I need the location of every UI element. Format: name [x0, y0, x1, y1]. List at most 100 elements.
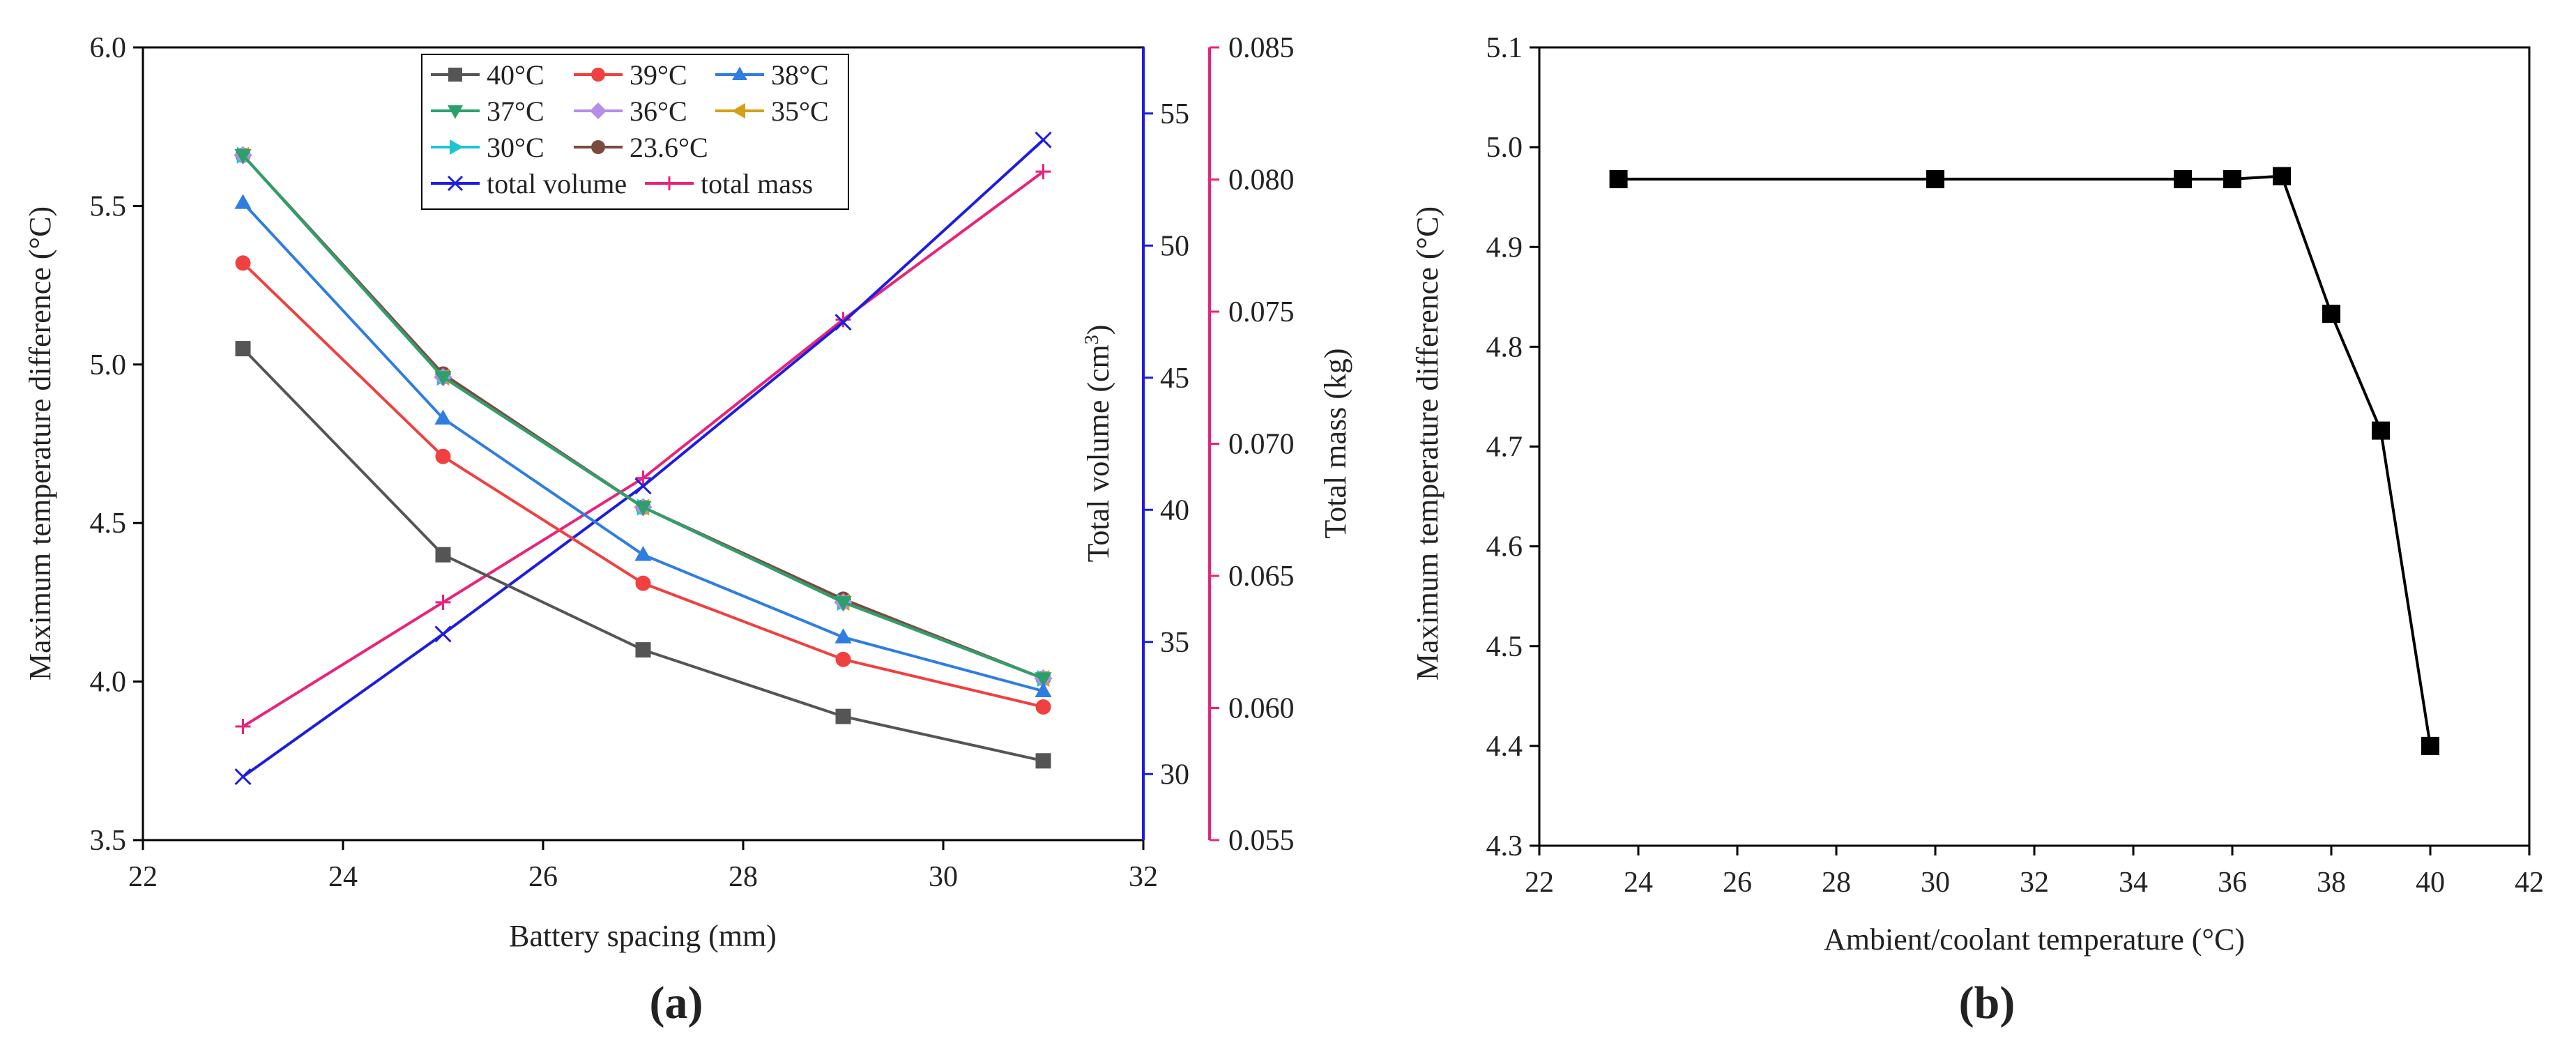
panel-b-x-tick-label: 40 [2416, 867, 2445, 899]
data-point-40-c [635, 642, 651, 658]
panel-b-y-tick-label: 4.6 [1486, 531, 1523, 563]
data-point-38-c [634, 546, 652, 561]
panel-b-data-point [2421, 736, 2439, 755]
data-point-total-volume [834, 314, 852, 331]
mass-axis-tick-label: 0.080 [1228, 165, 1295, 197]
panel-b-y-tick-label: 4.3 [1486, 830, 1523, 862]
panel-b-y-tick-label: 4.7 [1486, 432, 1523, 464]
data-point-total-mass [1035, 164, 1051, 180]
panel-b-y-tick-label: 4.5 [1486, 631, 1523, 663]
mass-axis-tick-label: 0.075 [1228, 296, 1295, 328]
panel-a-x-tick-label: 32 [1129, 861, 1158, 893]
data-point-39-c [235, 255, 251, 271]
panel-b-y-axis-label: Maximum temperature difference (°C) [1410, 206, 1445, 680]
volume-axis-tick-label: 55 [1160, 98, 1189, 130]
panel-b-y-tick-label: 5.1 [1486, 32, 1523, 64]
data-point-37-c [234, 149, 252, 165]
data-point-39-c [835, 651, 851, 667]
legend-marker-total-mass [662, 176, 676, 190]
panel-a-y-tick-label: 5.0 [90, 349, 127, 381]
legend-marker-23-6-c [591, 140, 605, 154]
data-point-40-c [1035, 753, 1051, 769]
legend-label-36-c: 36°C [630, 96, 687, 127]
panel-a-legend: 40°C 39°C 38°C 37°C 36°C 35°C 30°C 23.6°C total … [421, 54, 849, 210]
volume-axis-label-end: ) [1081, 325, 1115, 335]
legend-label-37-c: 37°C [487, 96, 544, 127]
panel-b-x-tick-label: 38 [2317, 867, 2346, 899]
panel-a-y-tick-label: 4.5 [90, 508, 127, 540]
legend-label-39-c: 39°C [630, 59, 687, 91]
data-point-total-mass [235, 719, 251, 735]
mass-axis-label: Total mass (kg) [1318, 348, 1352, 538]
data-point-40-c [835, 708, 851, 724]
data-point-total-mass [635, 470, 651, 486]
mass-axis-tick-label: 0.060 [1228, 693, 1295, 725]
panel-b-x-tick-label: 24 [1624, 867, 1653, 899]
legend-label-23-6-c: 23.6°C [630, 132, 708, 163]
panel-b-data-point [1926, 169, 1944, 188]
panel-b-x-tick-label: 26 [1723, 867, 1752, 899]
data-point-40-c [435, 547, 451, 563]
data-point-37-c [634, 501, 652, 517]
panel-a-y-tick-label: 3.5 [90, 825, 127, 857]
volume-axis-tick-label: 50 [1160, 230, 1189, 262]
panel-b-x-tick-label: 22 [1525, 867, 1554, 899]
legend-marker-39-c [591, 68, 605, 82]
panel-b-data-point [2322, 305, 2340, 323]
panel-b-y-tick-label: 5.0 [1486, 132, 1523, 164]
legend-label-30-c: 30°C [487, 132, 544, 163]
data-point-total-volume [434, 625, 452, 643]
legend-label-35-c: 35°C [771, 96, 829, 127]
data-point-39-c [635, 575, 651, 591]
legend-marker-30-c [450, 139, 464, 155]
mass-axis-tick-label: 0.055 [1228, 825, 1295, 857]
data-point-37-c [1035, 672, 1052, 687]
panel-b-data-point [2372, 421, 2390, 440]
data-point-39-c [435, 448, 451, 464]
data-point-38-c [1035, 682, 1052, 698]
panel-a-x-tick-label: 28 [729, 861, 758, 893]
panel-b-x-tick-label: 32 [2020, 867, 2049, 899]
panel-b-data-point [2273, 167, 2291, 185]
legend-marker-total-volume [447, 175, 464, 192]
mass-axis-tick-label: 0.070 [1228, 429, 1295, 461]
panel-b-x-tick-label: 30 [1921, 867, 1950, 899]
legend-marker-38-c [732, 66, 747, 80]
panel-b-y-tick-label: 4.9 [1486, 231, 1523, 264]
panel-b-label: (b) [1959, 977, 2015, 1028]
chart-panel-a: 22 24 26 28 30 32 3.5 4.0 4.5 5.0 5.5 6.0 30 35 40 45… [23, 32, 1352, 1028]
panel-b-x-tick-label: 28 [1822, 867, 1851, 899]
panel-b-x-tick-label: 42 [2515, 867, 2544, 899]
data-point-total-mass [835, 312, 851, 328]
legend-label-38-c: 38°C [771, 59, 829, 91]
legend-marker-36-c [590, 102, 607, 119]
volume-axis-tick-label: 35 [1160, 627, 1189, 659]
volume-axis-label-sup: 3 [1081, 335, 1103, 344]
data-point-38-c [834, 628, 852, 644]
panel-a-y-tick-label: 4.0 [90, 667, 127, 699]
panel-b-y-tick-label: 4.4 [1486, 731, 1523, 763]
panel-a-x-axis-label: Battery spacing (mm) [509, 919, 777, 953]
panel-a-x-tick-label: 26 [528, 861, 558, 893]
legend-label-total-mass: total mass [701, 168, 813, 199]
volume-axis-tick-label: 30 [1160, 759, 1189, 791]
legend-marker-35-c [731, 103, 745, 119]
data-point-total-volume [1035, 131, 1052, 149]
volume-axis-tick-label: 40 [1160, 494, 1189, 526]
panel-b-x-tick-label: 34 [2119, 867, 2148, 899]
data-point-38-c [434, 409, 452, 425]
data-point-total-volume [234, 768, 252, 786]
panel-a-label: (a) [650, 977, 703, 1028]
chart-panel-b: 22 24 26 28 30 32 34 36 38 40 42 4.3 4.4 4.5 4.6 4.7 4.… [1410, 32, 2544, 1028]
panel-b-x-tick-label: 36 [2218, 867, 2247, 899]
panel-b-series-line [1618, 174, 2432, 747]
legend-label-40-c: 40°C [487, 59, 544, 91]
data-point-total-volume [634, 478, 652, 495]
panel-a-legend-box [421, 54, 849, 210]
panel-a-y-tick-label: 6.0 [90, 32, 127, 64]
volume-axis-label: Total volume (cm3) [1081, 325, 1116, 563]
data-point-37-c [834, 596, 852, 611]
panel-a-x-tick-label: 30 [929, 861, 958, 893]
panel-a-y-axis-label: Maximum temperature difference (°C) [23, 206, 57, 680]
